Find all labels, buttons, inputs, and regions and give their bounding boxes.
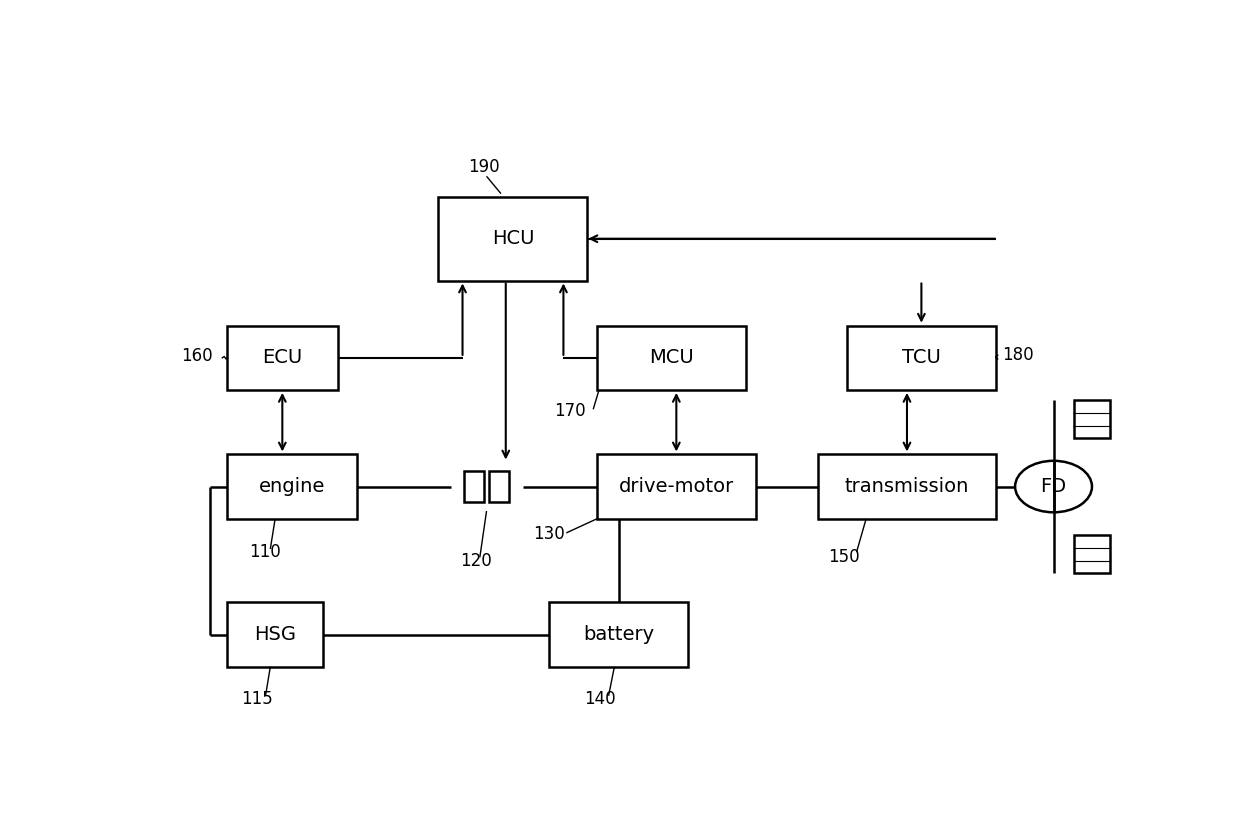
- Text: HCU: HCU: [492, 229, 534, 248]
- Text: 150: 150: [828, 548, 859, 566]
- Bar: [818, 455, 996, 518]
- Text: HSG: HSG: [254, 625, 296, 644]
- Text: 160: 160: [181, 347, 212, 365]
- Bar: [227, 603, 324, 667]
- Text: 170: 170: [554, 402, 585, 420]
- Text: TCU: TCU: [901, 349, 941, 367]
- Text: drive-motor: drive-motor: [619, 477, 734, 496]
- Text: FD: FD: [1040, 477, 1066, 496]
- Text: battery: battery: [583, 625, 655, 644]
- Bar: [1074, 400, 1110, 438]
- Text: transmission: transmission: [844, 477, 970, 496]
- Bar: [596, 326, 746, 390]
- Bar: [596, 455, 755, 518]
- Text: 110: 110: [249, 543, 281, 561]
- Text: engine: engine: [259, 477, 325, 496]
- Bar: [1074, 535, 1110, 573]
- Bar: [847, 326, 996, 390]
- Text: 130: 130: [533, 525, 564, 543]
- Text: 140: 140: [584, 691, 616, 708]
- Bar: [439, 197, 588, 281]
- Text: 190: 190: [469, 158, 500, 176]
- Bar: [489, 471, 508, 502]
- Text: ECU: ECU: [262, 349, 303, 367]
- Text: MCU: MCU: [650, 349, 694, 367]
- Text: 180: 180: [1003, 346, 1034, 364]
- Bar: [549, 603, 688, 667]
- Text: 120: 120: [460, 552, 492, 569]
- Bar: [464, 471, 485, 502]
- Bar: [227, 326, 337, 390]
- Text: 115: 115: [242, 691, 273, 708]
- Bar: [227, 455, 357, 518]
